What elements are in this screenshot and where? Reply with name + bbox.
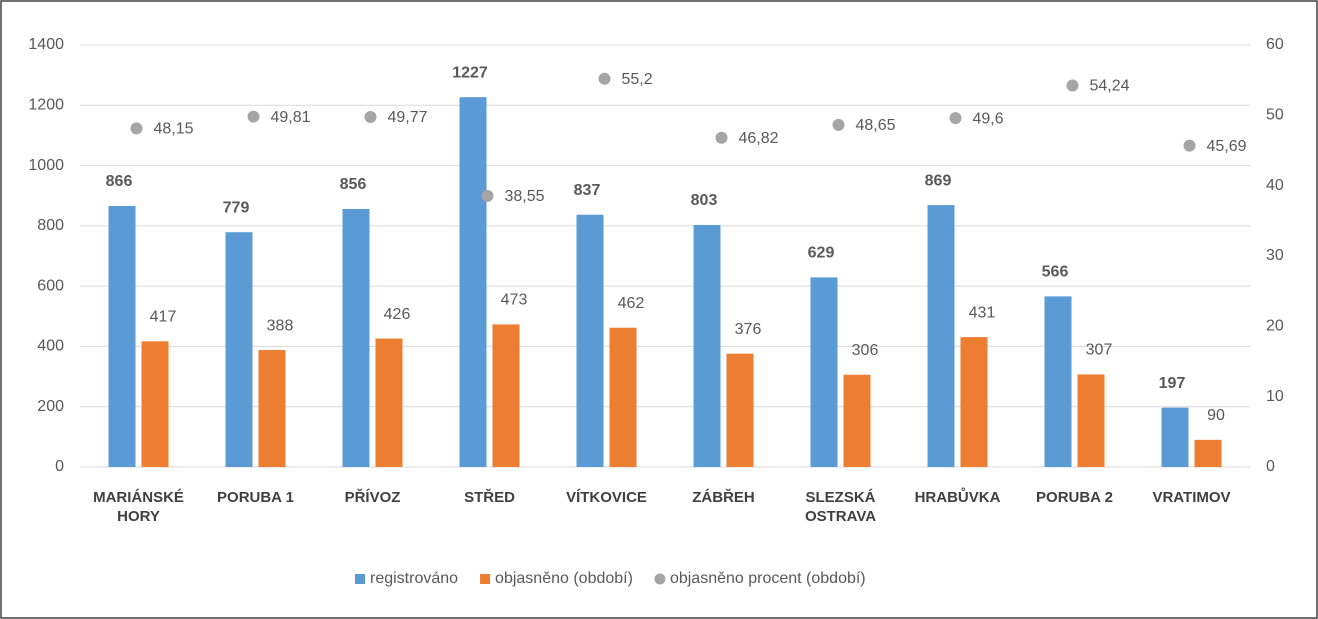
legend-label: registrováno bbox=[370, 570, 458, 587]
data-label: 462 bbox=[618, 295, 645, 312]
x-tick-label: SLEZSKÁ OSTRAVA bbox=[804, 489, 877, 525]
data-label: 376 bbox=[735, 321, 762, 338]
x-tick-label: HRABŮVKA bbox=[914, 489, 1001, 506]
data-label: 869 bbox=[925, 172, 952, 189]
data-label: 837 bbox=[574, 182, 601, 199]
data-label: 779 bbox=[223, 199, 250, 216]
x-tick-label: STŘED bbox=[464, 489, 515, 506]
legend-swatch bbox=[654, 573, 666, 585]
legend-label: objasněno procent (období) bbox=[670, 570, 866, 587]
data-label: 90 bbox=[1207, 407, 1225, 424]
data-label: 49,77 bbox=[388, 109, 428, 126]
x-tick-label: ZÁBŘEH bbox=[692, 489, 755, 506]
y-tick-label: 1200 bbox=[28, 97, 64, 114]
x-tick-label: PŘÍVOZ bbox=[344, 489, 401, 506]
data-label: 426 bbox=[384, 306, 411, 323]
bar bbox=[576, 214, 604, 467]
x-tick-label: MARIÁNSKÉ HORY bbox=[93, 489, 184, 525]
data-label: 866 bbox=[106, 173, 133, 190]
data-label: 48,65 bbox=[856, 117, 896, 134]
data-label: 803 bbox=[691, 192, 718, 209]
data-label: 49,6 bbox=[973, 110, 1004, 127]
data-label: 307 bbox=[1086, 342, 1113, 359]
legend-swatch bbox=[355, 574, 365, 584]
y2-tick-label: 60 bbox=[1266, 36, 1284, 53]
data-label: 55,2 bbox=[622, 71, 653, 88]
data-label: 856 bbox=[340, 176, 367, 193]
bar bbox=[726, 353, 754, 467]
point bbox=[598, 72, 611, 85]
y-tick-label: 200 bbox=[37, 398, 64, 415]
y-tick-label: 800 bbox=[37, 217, 64, 234]
bar bbox=[258, 350, 286, 467]
data-label: 566 bbox=[1042, 264, 1069, 281]
y2-tick-label: 0 bbox=[1266, 458, 1275, 475]
data-label: 306 bbox=[852, 342, 879, 359]
bar bbox=[810, 277, 838, 467]
y-tick-label: 400 bbox=[37, 338, 64, 355]
bar bbox=[375, 338, 403, 467]
y2-tick-label: 40 bbox=[1266, 177, 1284, 194]
bar bbox=[108, 205, 136, 467]
bar bbox=[492, 324, 520, 467]
y2-tick-label: 20 bbox=[1266, 318, 1284, 335]
legend-swatch bbox=[480, 574, 491, 584]
data-label: 49,81 bbox=[271, 109, 311, 126]
data-label: 473 bbox=[501, 292, 528, 309]
data-label: 388 bbox=[267, 317, 294, 334]
point bbox=[715, 131, 728, 144]
y-tick-label: 1000 bbox=[28, 157, 64, 174]
y-tick-label: 600 bbox=[37, 277, 64, 294]
point bbox=[481, 189, 494, 202]
point bbox=[130, 122, 143, 135]
point bbox=[364, 110, 377, 123]
y2-tick-label: 50 bbox=[1266, 107, 1284, 124]
bar bbox=[1194, 439, 1222, 467]
data-label: 629 bbox=[808, 245, 835, 262]
x-tick-label: PORUBA 2 bbox=[1036, 489, 1113, 506]
y-tick-label: 1400 bbox=[28, 36, 64, 53]
x-tick-label: VÍTKOVICE bbox=[566, 489, 647, 506]
point bbox=[949, 112, 962, 125]
bar bbox=[1161, 407, 1189, 467]
legend-label: objasněno (období) bbox=[495, 570, 633, 587]
bar bbox=[609, 327, 637, 467]
bar bbox=[225, 232, 253, 467]
bar bbox=[459, 97, 487, 467]
bar bbox=[843, 374, 871, 467]
point bbox=[1183, 139, 1196, 152]
data-label: 54,24 bbox=[1090, 78, 1130, 95]
point bbox=[832, 118, 845, 131]
bar bbox=[1044, 296, 1072, 467]
x-tick-label: VRATIMOV bbox=[1152, 489, 1231, 506]
y2-tick-label: 30 bbox=[1266, 247, 1284, 264]
y-tick-label: 0 bbox=[55, 458, 64, 475]
y2-tick-label: 10 bbox=[1266, 388, 1284, 405]
bar bbox=[927, 205, 955, 467]
data-label: 38,55 bbox=[505, 188, 545, 205]
bar bbox=[342, 208, 370, 467]
data-label: 46,82 bbox=[739, 130, 779, 147]
data-label: 197 bbox=[1159, 375, 1186, 392]
bar bbox=[960, 337, 988, 467]
bar bbox=[693, 224, 721, 467]
data-label: 45,69 bbox=[1207, 138, 1247, 155]
data-label: 48,15 bbox=[154, 121, 194, 138]
x-tick-label: PORUBA 1 bbox=[217, 489, 294, 506]
point bbox=[1066, 79, 1079, 92]
bar bbox=[141, 341, 169, 467]
data-label: 431 bbox=[969, 304, 996, 321]
data-label: 417 bbox=[150, 309, 177, 326]
point bbox=[247, 110, 260, 123]
bar bbox=[1077, 374, 1105, 467]
data-label: 1227 bbox=[452, 64, 488, 81]
